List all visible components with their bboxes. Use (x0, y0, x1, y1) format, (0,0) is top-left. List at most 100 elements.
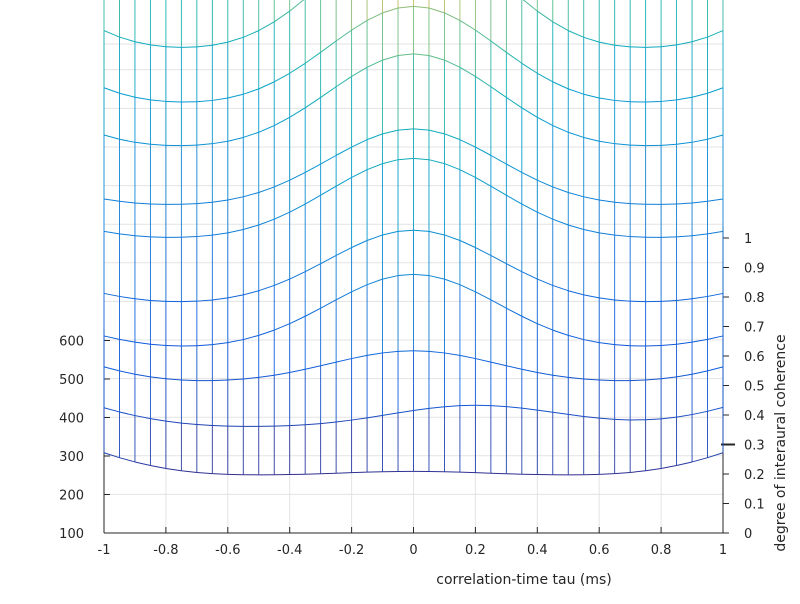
series-line-segment (336, 147, 351, 155)
x-tick-label: 1 (719, 543, 727, 558)
series-line-segment (197, 345, 212, 346)
series-line-segment (630, 145, 645, 146)
series-line-segment (677, 203, 692, 204)
series-line-segment (692, 371, 707, 374)
series-line-segment (166, 346, 181, 347)
x-tick-label: -1 (98, 543, 111, 558)
series-line-segment (212, 298, 227, 300)
series-line-segment (259, 126, 274, 133)
series-line-segment (135, 142, 150, 144)
mesh-layer (104, 0, 723, 475)
series-line-segment (104, 31, 119, 37)
series-line-segment (429, 8, 444, 13)
series-line-segment (367, 134, 382, 140)
series-line-segment (522, 63, 537, 73)
y-tick-label: 0.2 (744, 468, 765, 483)
series-line-segment (475, 147, 490, 155)
series-line-segment (290, 272, 305, 279)
series-line-segment (398, 274, 413, 275)
x-axis-label: correlation-time tau (ms) (436, 572, 612, 588)
series-line-segment (630, 471, 645, 473)
series-line-segment (584, 197, 599, 200)
series-line-segment (553, 82, 568, 89)
series-line-segment (414, 230, 429, 231)
series-line-segment (274, 212, 289, 219)
series-line-segment (274, 117, 289, 125)
series-line-segment (630, 237, 645, 238)
series-line-segment (491, 406, 506, 407)
series-line-segment (367, 279, 382, 285)
series-line-segment (414, 351, 429, 352)
series-line-segment (352, 285, 367, 292)
z-tick-label: 100 (59, 527, 84, 542)
series-line-segment (568, 335, 583, 339)
y-tick-label: 0.4 (744, 409, 765, 424)
series-line-segment (290, 172, 305, 180)
series-line-segment (491, 473, 506, 474)
series-line-segment (491, 41, 506, 52)
series-line-segment (305, 366, 320, 370)
series-line-segment (383, 276, 398, 280)
series-line-segment (181, 471, 196, 473)
series-line-segment (646, 468, 661, 470)
series-line-segment (228, 197, 243, 200)
series-line-segment (646, 47, 661, 48)
series-line-segment (661, 144, 676, 145)
series-line-segment (584, 379, 599, 380)
series-line-segment (383, 351, 398, 353)
series-line-segment (352, 472, 367, 473)
series-line-segment (243, 291, 258, 295)
series-line-segment (661, 466, 676, 469)
series-line-segment (692, 201, 707, 203)
series-line-segment (708, 407, 723, 411)
series-line-segment (104, 453, 119, 458)
series-line-segment (259, 22, 274, 31)
series-line-segment (460, 355, 475, 358)
series-line-segment (274, 279, 289, 285)
series-line-segment (615, 419, 630, 420)
series-line-segment (119, 458, 134, 462)
series-line-segment (708, 231, 723, 234)
series-line-segment (104, 408, 119, 412)
series-line-segment (398, 6, 413, 8)
series-line-segment (444, 134, 459, 140)
series-line-segment (460, 67, 475, 76)
series-line-segment (398, 411, 413, 413)
series-line-segment (506, 366, 521, 370)
series-line-segment (104, 88, 119, 93)
series-line-segment (429, 276, 444, 280)
x-tick-label: 0 (409, 543, 417, 558)
series-line-segment (708, 31, 723, 37)
series-line-segment (135, 299, 150, 301)
series-line-segment (568, 291, 583, 295)
series-line-segment (568, 132, 583, 137)
series-line-segment (197, 144, 212, 145)
series-line-segment (181, 237, 196, 238)
series-line-segment (692, 458, 707, 462)
z-tick-label: 600 (59, 335, 84, 350)
series-line-segment (414, 54, 429, 56)
y-tick-label: 0.3 (744, 439, 765, 454)
y-tick-label: 1 (744, 232, 752, 247)
series-line-segment (460, 285, 475, 292)
series-line-segment (584, 230, 599, 233)
series-line-segment (166, 468, 181, 470)
series-line-segment (212, 233, 227, 235)
series-line-segment (537, 73, 552, 82)
series-line-segment (367, 235, 382, 241)
series-line-segment (506, 164, 521, 172)
series-line-segment (135, 342, 150, 344)
series-line-segment (460, 170, 475, 178)
series-line-segment (522, 369, 537, 372)
series-line-segment (228, 379, 243, 380)
series-line-segment (398, 230, 413, 231)
series-line-segment (243, 225, 258, 230)
series-line-segment (352, 240, 367, 247)
series-line-segment (228, 94, 243, 98)
series-line-segment (661, 45, 676, 47)
series-line-segment (414, 158, 429, 159)
series-line-segment (336, 30, 351, 41)
series-line-segment (290, 63, 305, 73)
